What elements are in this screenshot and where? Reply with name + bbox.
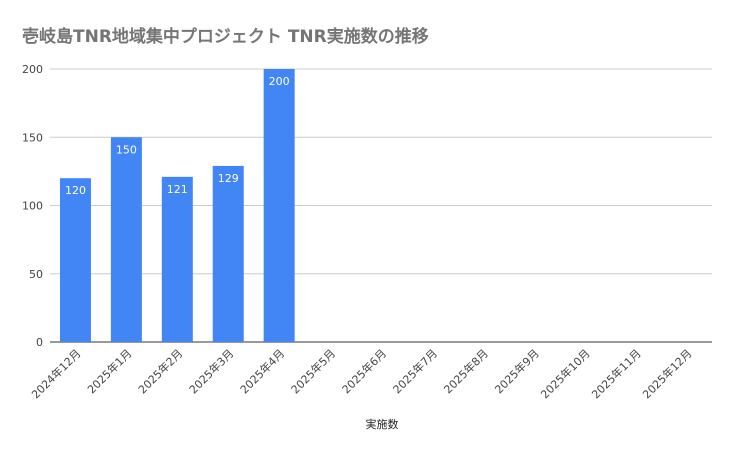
x-tick-label: 2025年12月 [640, 346, 695, 401]
bar [161, 176, 193, 342]
bar [212, 165, 244, 342]
gridlines [50, 68, 712, 343]
x-tick-label: 2025年3月 [186, 346, 236, 396]
chart-title: 壱岐島TNR地域集中プロジェクト TNR実施数の推移 [22, 27, 429, 47]
y-tick-label: 200 [22, 63, 43, 76]
y-tick-label: 0 [36, 336, 43, 349]
data-label: 120 [65, 184, 86, 197]
x-tick-label: 2025年5月 [288, 346, 338, 396]
x-tick-label: 2025年11月 [589, 346, 644, 401]
x-tick-label: 2025年1月 [84, 346, 134, 396]
bar [59, 178, 91, 342]
x-axis-title: 実施数 [366, 417, 399, 431]
x-tick-label: 2025年2月 [135, 346, 185, 396]
x-tick-label: 2025年4月 [237, 346, 287, 396]
bars: 120 150 121 129 200 [59, 69, 295, 342]
bar [263, 69, 295, 342]
y-tick-label: 50 [29, 268, 43, 281]
x-tick-label: 2025年8月 [441, 346, 491, 396]
data-label: 129 [218, 172, 239, 185]
data-label: 150 [116, 143, 137, 156]
x-axis-ticks: 2024年12月 2025年1月 2025年2月 2025年3月 2025年4月 2025… [28, 346, 694, 401]
x-tick-label: 2025年7月 [390, 346, 440, 396]
y-tick-label: 100 [22, 200, 43, 213]
y-axis-ticks: 0 50 100 150 200 [22, 63, 43, 349]
x-tick-label: 2025年9月 [492, 346, 542, 396]
y-tick-label: 150 [22, 131, 43, 144]
data-label: 121 [167, 183, 188, 196]
data-label: 200 [269, 75, 290, 88]
bar [110, 137, 142, 342]
x-tick-label: 2024年12月 [28, 346, 83, 401]
x-tick-label: 2025年10月 [538, 346, 593, 401]
x-tick-label: 2025年6月 [339, 346, 389, 396]
